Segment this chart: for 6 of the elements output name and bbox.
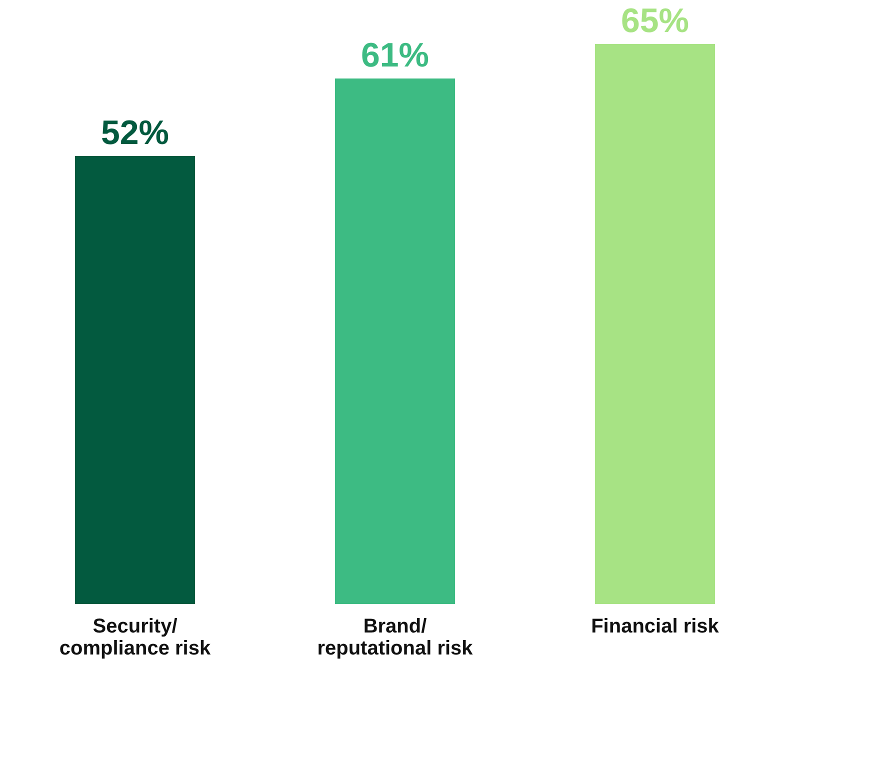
data-label: 61% [360,36,430,74]
data-label: 65% [620,2,690,40]
x-tick-label: Brand/ reputational risk [317,616,474,660]
x-tick-label: Security/ compliance risk [59,616,212,660]
x-tick-label: Financial risk [591,616,720,638]
data-label: 52% [100,114,170,152]
